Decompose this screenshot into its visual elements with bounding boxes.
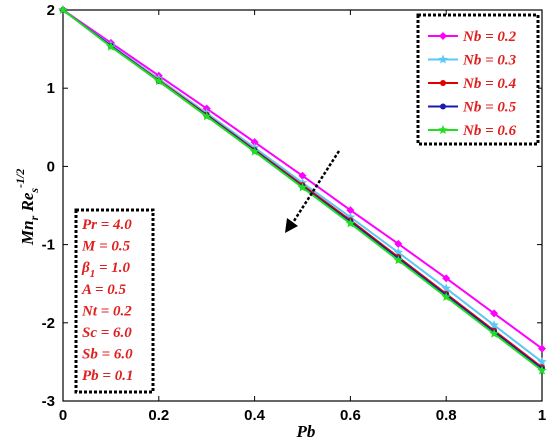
parameter-line: Pr = 4.0 (82, 217, 132, 233)
data-point (490, 309, 499, 318)
series-5 (58, 5, 547, 375)
legend-label: Nb = 0.6 (462, 123, 517, 139)
parameter-line: Nt = 0.2 (81, 303, 132, 319)
y-label-sub-r: r (27, 215, 41, 220)
data-point (298, 171, 307, 180)
parameter-box-border (74, 208, 155, 394)
x-tick-label: 0.4 (244, 407, 266, 424)
y-label-sub-s: s (27, 188, 41, 194)
parameter-items: Pr = 4.0M = 0.5β1 = 1.0A = 0.5Nt = 0.2Sc… (81, 217, 133, 384)
data-point (345, 212, 356, 222)
y-tick-label: -1 (42, 237, 55, 254)
x-tick-labels: 0 0.2 0.4 0.6 0.8 1 (59, 407, 546, 424)
parameter-name: Sc (82, 325, 97, 341)
x-tick-label: 0.8 (436, 407, 457, 424)
data-point (58, 5, 68, 15)
legend-marker (440, 80, 446, 86)
parameter-name: Nt (81, 303, 98, 319)
legend: Nb = 0.2 Nb = 0.3 Nb = 0.4 Nb = 0.5 Nb = 0.6 (416, 13, 540, 146)
parameter-line: Sc = 6.0 (82, 325, 132, 341)
parameter-name: Pr (82, 217, 97, 233)
data-point (201, 111, 212, 121)
parameter-value: = 4.0 (97, 217, 132, 233)
data-point (394, 239, 403, 248)
parameter-box: Pr = 4.0M = 0.5β1 = 1.0A = 0.5Nt = 0.2Sc… (74, 208, 155, 394)
data-point (393, 255, 404, 265)
data-point (537, 365, 547, 375)
y-label-main: Mn (18, 220, 37, 246)
parameter-line: Pb = 0.1 (82, 368, 133, 384)
data-point (538, 344, 546, 353)
legend-label: Nb = 0.4 (462, 76, 517, 92)
data-point (442, 274, 451, 283)
data-point (345, 218, 356, 228)
x-tick-label: 0.6 (340, 407, 361, 424)
parameter-subscript: 1 (90, 268, 96, 280)
y-tick-label: 2 (47, 2, 55, 19)
y-tick-label: -2 (42, 315, 55, 332)
legend-label: Nb = 0.5 (462, 100, 517, 116)
data-point (297, 182, 308, 192)
legend-item: Nb = 0.2 (428, 29, 517, 45)
parameter-name: β (81, 260, 90, 276)
data-point (441, 283, 451, 293)
y-tick-label: -3 (42, 393, 55, 410)
legend-label: Nb = 0.2 (462, 29, 517, 45)
svg-text:Mnr Res-1/2: Mnr Res-1/2 (13, 169, 41, 246)
legend-label: Nb = 0.3 (462, 53, 517, 69)
x-axis-label: Pb (296, 422, 316, 441)
parameter-value: = 6.0 (97, 325, 132, 341)
parameter-line: β1 = 1.0 (81, 260, 130, 280)
parameter-name: M (81, 239, 96, 255)
y-tick-label: 1 (47, 80, 55, 97)
data-point (250, 138, 259, 147)
parameter-line: M = 0.5 (81, 239, 131, 255)
legend-marker (438, 125, 448, 135)
data-point (249, 146, 260, 156)
series-layer (58, 5, 547, 375)
data-point (537, 356, 547, 366)
parameter-value: = 0.5 (91, 282, 126, 298)
parameter-line: A = 0.5 (81, 282, 126, 298)
data-point (154, 76, 164, 86)
parameter-line: Sb = 6.0 (82, 347, 133, 363)
y-label-re: Re (18, 192, 37, 212)
legend-item: Nb = 0.5 (428, 100, 517, 116)
data-point (106, 41, 116, 51)
x-tick-label: 0.2 (148, 407, 169, 424)
tick-marks (62, 9, 543, 402)
legend-items: Nb = 0.2 Nb = 0.3 Nb = 0.4 Nb = 0.5 Nb = 0.6 (428, 29, 517, 139)
legend-item: Nb = 0.4 (428, 76, 517, 92)
data-point (441, 291, 451, 302)
y-axis-label: Mnr Res-1/2 (13, 169, 41, 246)
parameter-value: = 0.5 (95, 239, 130, 255)
parameter-value: = 0.1 (99, 368, 134, 384)
x-tick-label: 0 (59, 407, 67, 424)
data-point (346, 206, 355, 215)
x-tick-label: 1 (538, 407, 546, 424)
trend-arrow (285, 150, 341, 233)
legend-marker (438, 54, 448, 64)
legend-marker (439, 32, 447, 40)
data-point (393, 247, 404, 257)
parameter-value: = 0.2 (97, 303, 132, 319)
y-label-sup: -1/2 (13, 169, 27, 188)
parameter-name: Pb (82, 368, 99, 384)
parameter-value: = 6.0 (98, 347, 133, 363)
parameter-name: A (81, 282, 92, 298)
parameter-value: = 1.0 (95, 260, 130, 276)
legend-item: Nb = 0.6 (428, 123, 517, 139)
data-point (489, 320, 499, 330)
y-tick-labels: 2 1 0 -1 -2 -3 (42, 2, 55, 410)
legend-marker (440, 103, 446, 110)
parameter-name: Sb (82, 347, 98, 363)
y-tick-label: 0 (47, 158, 55, 175)
legend-item: Nb = 0.3 (428, 53, 517, 69)
data-point (489, 328, 499, 338)
